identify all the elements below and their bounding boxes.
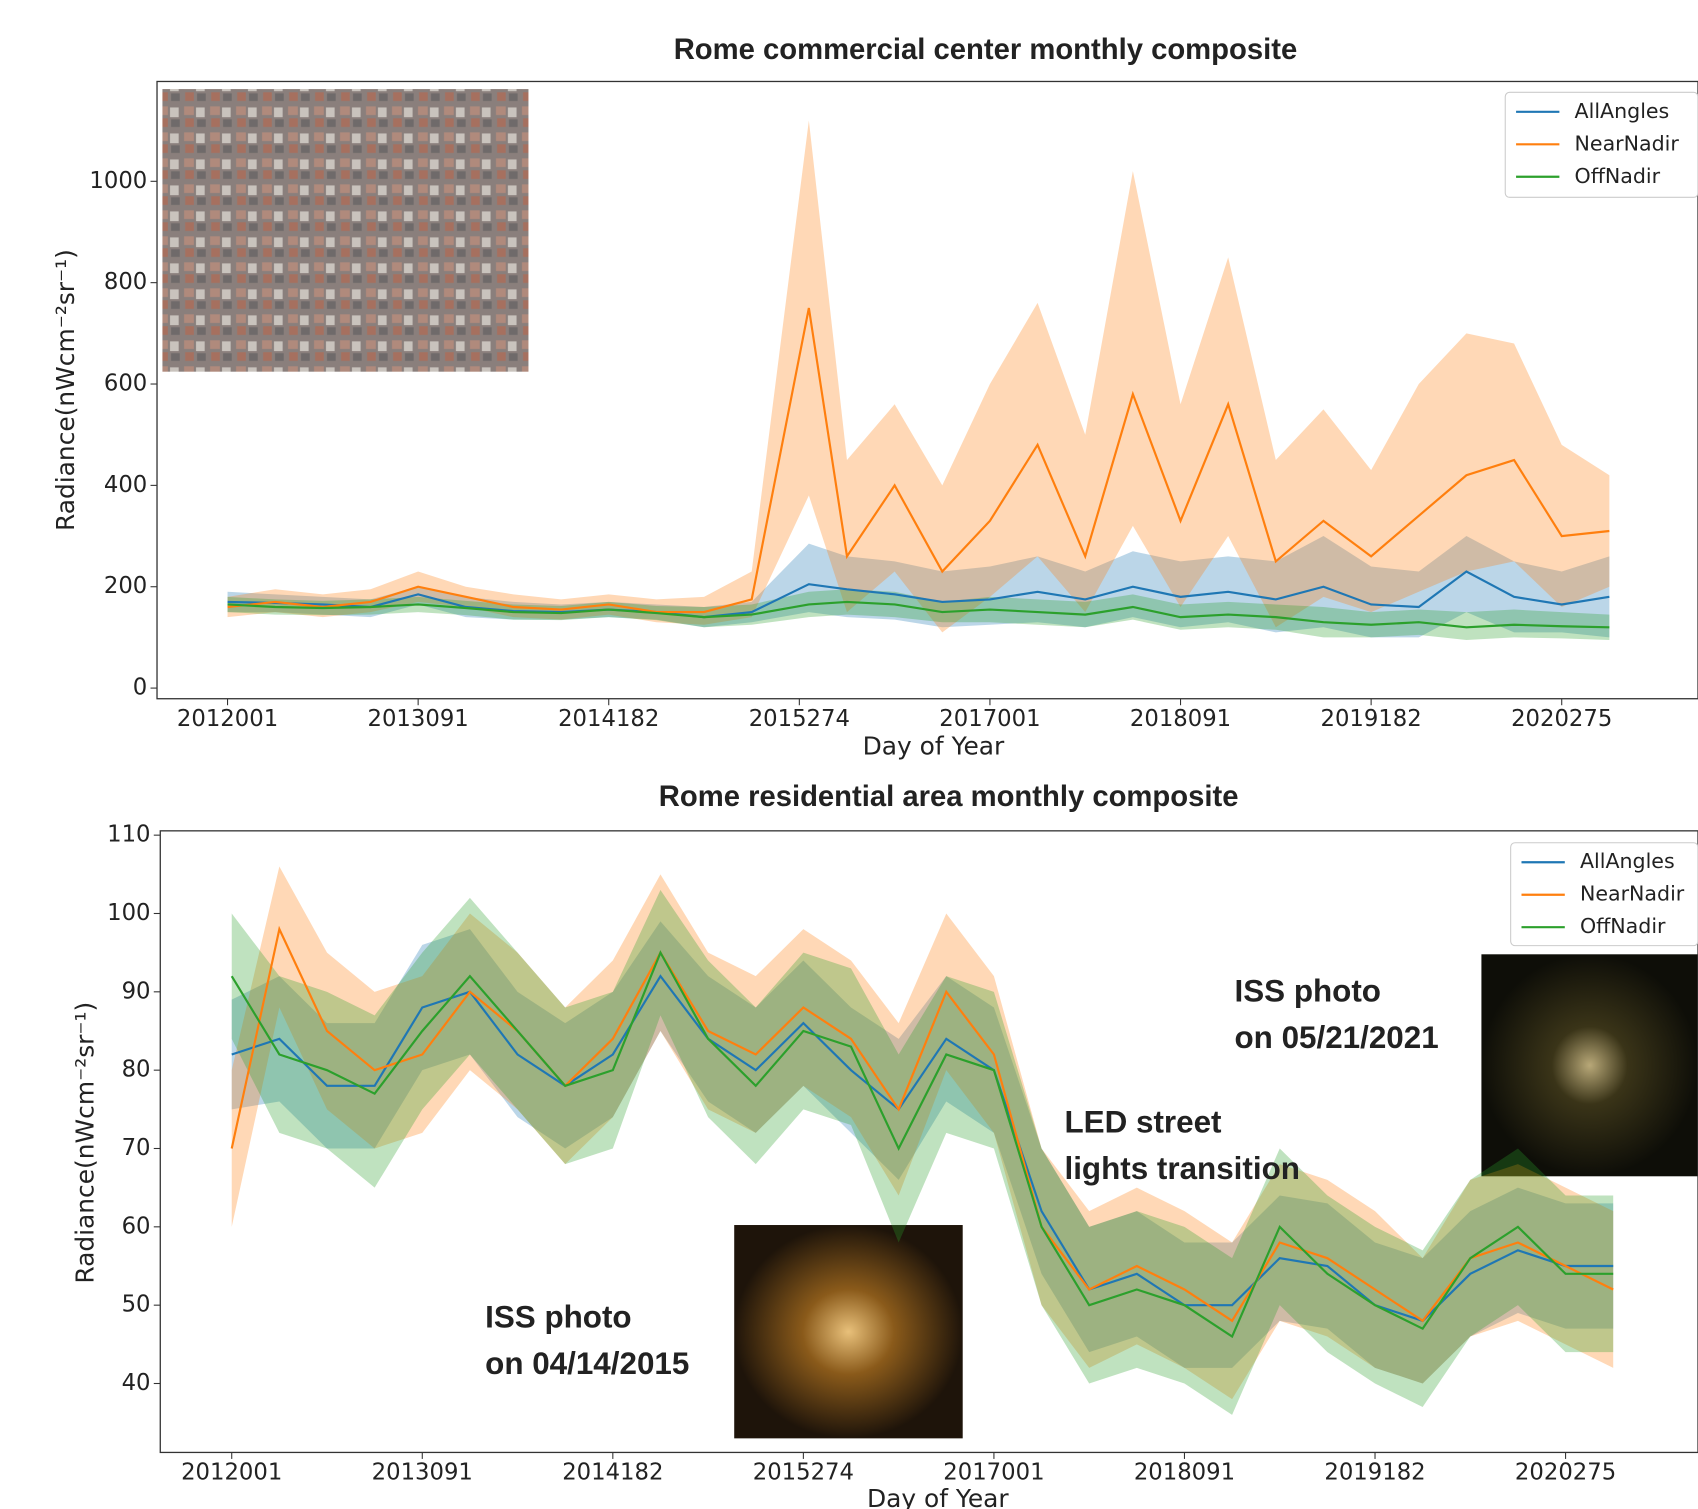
x-tick-label: 2017001 <box>939 706 1040 732</box>
x-tick-label: 2014182 <box>558 706 659 732</box>
y-tick-label: 80 <box>122 1057 151 1083</box>
legend-label: AllAngles <box>1580 849 1675 873</box>
x-tick-label: 2020275 <box>1515 1460 1616 1486</box>
y-tick-label: 60 <box>122 1213 151 1239</box>
series-line <box>227 570 1610 619</box>
series-line <box>227 600 1610 629</box>
y-tick-label: 100 <box>107 900 150 926</box>
aerial-photo <box>162 89 529 372</box>
x-tick-label: 2017001 <box>943 1460 1044 1486</box>
annotation: on 04/14/2015 <box>485 1346 689 1381</box>
x-tick-label: 2019182 <box>1320 706 1421 732</box>
x-axis-label: Day of Year <box>863 731 1005 760</box>
x-tick-label: 2018091 <box>1130 706 1231 732</box>
annotation: ISS photo <box>1235 974 1381 1009</box>
annotation: lights transition <box>1064 1151 1299 1186</box>
confidence-band <box>231 889 1614 1415</box>
confidence-band <box>227 120 1610 633</box>
x-axis-label: Day of Year <box>867 1484 1009 1509</box>
legend-label: AllAngles <box>1575 99 1670 123</box>
legend-label: OffNadir <box>1575 164 1661 188</box>
legend-label: OffNadir <box>1580 914 1666 938</box>
legend-label: NearNadir <box>1575 131 1680 155</box>
x-tick-label: 2019182 <box>1324 1460 1425 1486</box>
y-tick-label: 0 <box>133 675 147 701</box>
x-tick-label: 2012001 <box>181 1460 282 1486</box>
annotation: on 05/21/2021 <box>1235 1020 1439 1055</box>
y-tick-label: 400 <box>104 472 147 498</box>
y-tick-label: 70 <box>122 1135 151 1161</box>
y-tick-label: 50 <box>122 1292 151 1318</box>
y-tick-label: 90 <box>122 978 151 1004</box>
confidence-band <box>231 866 1614 1400</box>
x-tick-label: 2012001 <box>177 706 278 732</box>
iss-photo-2015 <box>734 1225 963 1439</box>
y-tick-label: 800 <box>104 269 147 295</box>
series-line <box>230 925 1614 1323</box>
annotation: LED street <box>1064 1105 1222 1140</box>
y-tick-label: 600 <box>104 371 147 397</box>
x-tick-label: 2013091 <box>368 706 469 732</box>
y-axis-label: Radiance(nWcm⁻²sr⁻¹) <box>71 1002 100 1284</box>
legend-label: NearNadir <box>1580 882 1685 906</box>
series-line <box>227 307 1610 614</box>
x-tick-label: 2013091 <box>372 1460 473 1486</box>
y-tick-label: 40 <box>122 1370 151 1396</box>
x-tick-label: 2015274 <box>749 706 850 732</box>
x-tick-label: 2015274 <box>753 1460 854 1486</box>
plot-area <box>230 866 1614 1415</box>
y-tick-label: 110 <box>107 822 150 848</box>
y-axis-label: Radiance(nWcm⁻²sr⁻¹) <box>51 249 80 531</box>
iss-photo-2021 <box>1481 954 1698 1177</box>
plot-area <box>227 120 1610 640</box>
legend-box <box>1510 842 1698 947</box>
plot-frame <box>159 830 1698 1454</box>
y-tick-label: 200 <box>104 573 147 599</box>
legend-box <box>1504 91 1698 198</box>
series-line <box>231 974 1614 1323</box>
series-line <box>230 950 1614 1339</box>
plot-frame <box>156 80 1698 700</box>
y-tick-label: 1000 <box>89 168 147 194</box>
chart-title: Rome residential area monthly composite <box>659 781 1239 813</box>
x-tick-label: 2020275 <box>1511 706 1612 732</box>
x-tick-label: 2014182 <box>562 1460 663 1486</box>
confidence-band <box>227 589 1610 640</box>
confidence-band <box>231 921 1614 1384</box>
annotation: ISS photo <box>485 1300 631 1335</box>
x-tick-label: 2018091 <box>1134 1460 1235 1486</box>
chart-title: Rome commercial center monthly composite <box>674 34 1298 66</box>
